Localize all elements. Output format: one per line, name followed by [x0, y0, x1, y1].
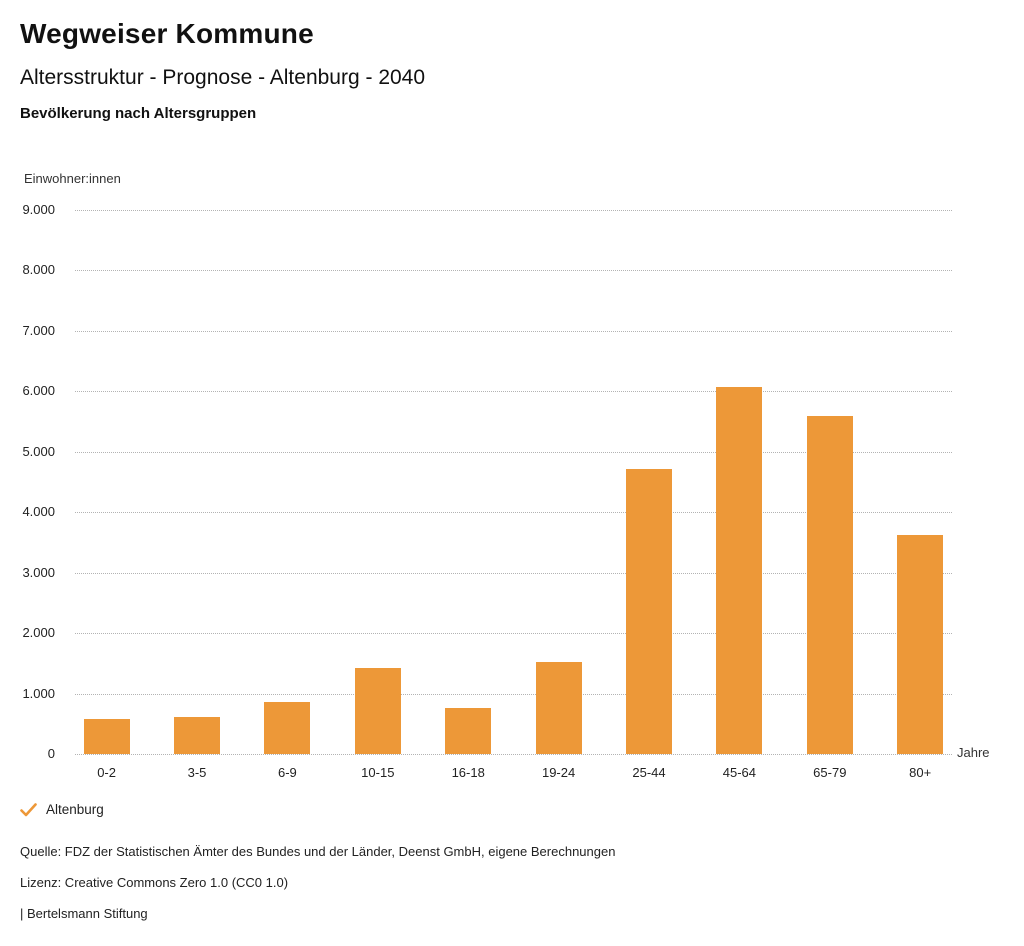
bar-19-24[interactable] [535, 661, 582, 754]
gridline-4000 [75, 512, 952, 514]
bar-10-15[interactable] [354, 667, 401, 754]
license-text: Lizenz: Creative Commons Zero 1.0 (CC0 1… [20, 875, 289, 890]
y-tick-label: 3.000 [22, 564, 55, 580]
bar-0-2[interactable] [83, 718, 130, 754]
bar-3-5[interactable] [174, 716, 220, 754]
x-tick-label: 80+ [909, 765, 932, 780]
bar-80+[interactable] [897, 534, 944, 754]
gridline-8000 [75, 270, 952, 272]
legend-label: Altenburg [46, 802, 104, 817]
bar-45-64[interactable] [716, 387, 763, 754]
bar-25-44[interactable] [626, 468, 672, 754]
attribution-text: | Bertelsmann Stiftung [20, 906, 148, 921]
gridline-2000 [75, 633, 952, 635]
x-tick-label: 10-15 [361, 765, 395, 780]
bar-6-9[interactable] [264, 702, 311, 754]
x-tick-label: 19-24 [541, 765, 576, 780]
gridline-7000 [75, 330, 952, 332]
x-tick-label: 65-79 [813, 765, 847, 780]
gridline-5000 [75, 451, 952, 453]
y-tick-label: 6.000 [22, 383, 55, 399]
page-title: Altersstruktur - Prognose - Altenburg - … [20, 66, 426, 89]
y-axis-title: Einwohner:innen [24, 171, 121, 186]
gridline-9000 [75, 210, 952, 211]
x-tick-label: 16-18 [451, 765, 485, 780]
bar-65-79[interactable] [806, 415, 853, 754]
x-tick-label: 25-44 [632, 765, 666, 780]
legend-item-altenburg[interactable]: Altenburg [20, 802, 104, 817]
y-tick-label: 1.000 [22, 685, 55, 701]
x-axis-title: Jahre [957, 745, 990, 760]
brand-title: Wegweiser Kommune [20, 18, 314, 49]
gridline-1000 [75, 693, 952, 695]
gridline-6000 [75, 391, 952, 393]
y-tick-label: 5.000 [22, 443, 55, 459]
x-tick-label: 6-9 [277, 765, 297, 780]
chart-subtitle: Bevölkerung nach Altersgruppen [20, 105, 257, 122]
y-tick-label: 2.000 [22, 625, 55, 641]
gridline-3000 [75, 572, 952, 574]
gridline-0 [75, 754, 952, 755]
bar-16-18[interactable] [445, 708, 492, 754]
y-tick-label: 7.000 [22, 322, 55, 338]
y-tick-label: 4.000 [22, 504, 55, 520]
check-icon [20, 802, 37, 816]
y-tick-label: 9.000 [22, 202, 55, 217]
y-tick-label: 0 [47, 746, 55, 761]
x-tick-label: 0-2 [97, 765, 116, 780]
y-tick-label: 8.000 [22, 262, 55, 278]
x-tick-label: 45-64 [722, 765, 757, 780]
source-text: Quelle: FDZ der Statistischen Ämter des … [20, 844, 616, 859]
x-tick-label: 3-5 [187, 765, 207, 780]
